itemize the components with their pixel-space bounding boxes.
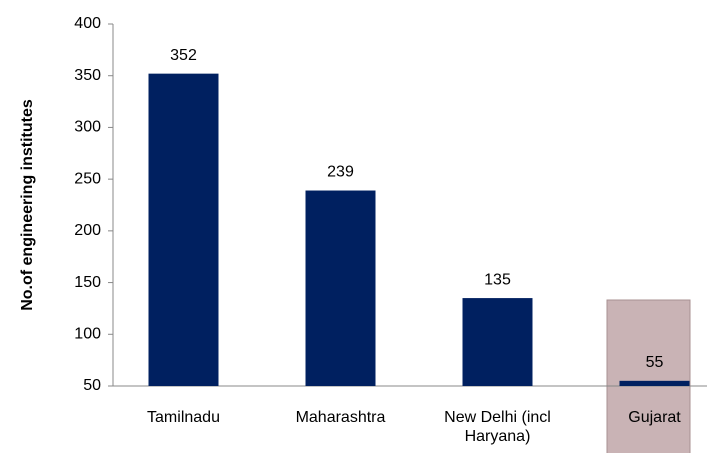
bar [619, 380, 690, 386]
bar [305, 190, 376, 386]
value-label: 55 [646, 354, 664, 371]
value-label: 352 [170, 47, 197, 64]
y-axis-label: No.of engineering institutes [19, 99, 36, 311]
bar [462, 298, 533, 386]
y-tick-label: 200 [74, 222, 101, 239]
x-tick-label: Gujarat [628, 409, 681, 426]
bar [148, 73, 219, 386]
x-tick-label: Maharashtra [295, 409, 386, 426]
value-label: 135 [484, 271, 511, 288]
y-tick-label: 400 [74, 15, 101, 32]
x-tick-label: New Delhi (incl Haryana) [444, 409, 551, 445]
y-tick-label: 50 [83, 377, 101, 394]
y-tick-label: 100 [74, 326, 101, 343]
value-label: 239 [327, 164, 354, 181]
y-tick-label: 350 [74, 67, 101, 84]
x-tick-label: Tamilnadu [147, 409, 220, 426]
highlight-box [606, 299, 691, 453]
y-tick-label: 300 [74, 119, 101, 136]
y-tick-label: 150 [74, 274, 101, 291]
y-tick-label: 250 [74, 170, 101, 187]
